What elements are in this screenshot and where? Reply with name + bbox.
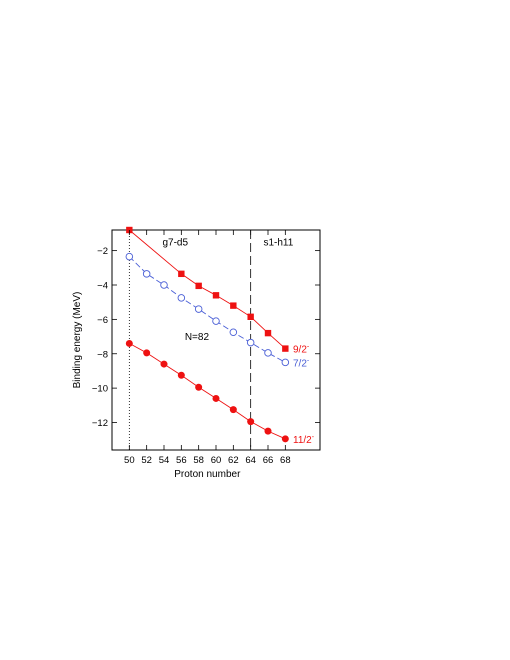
data-point-filled-circle	[281, 435, 289, 443]
data-point-square	[178, 270, 185, 278]
x-tick-label: 62	[228, 455, 239, 466]
y-tick-label: −2	[97, 246, 108, 257]
series-line-filled-circle	[129, 343, 286, 440]
x-axis-title: Proton number	[174, 469, 241, 480]
series-label: 7/2-	[293, 357, 310, 369]
series-label: 11/2-	[293, 434, 315, 446]
data-point-open-circle	[246, 338, 255, 347]
data-point-open-circle	[160, 281, 168, 289]
data-point-square	[230, 302, 237, 309]
data-point-open-circle	[125, 252, 134, 261]
data-point-open-circle	[281, 358, 290, 367]
chart-annotation: s1-h11	[263, 238, 293, 249]
data-point-square	[212, 292, 220, 299]
data-point-filled-circle	[195, 383, 203, 391]
data-point-filled-circle	[212, 394, 220, 402]
chart-annotation: N=82	[185, 332, 210, 343]
data-point-filled-circle	[229, 406, 237, 414]
y-tick-label: −4	[97, 281, 108, 292]
data-point-filled-circle	[125, 339, 133, 347]
data-point-filled-circle	[160, 360, 168, 368]
x-tick-label: 56	[176, 455, 187, 466]
data-point-square	[195, 282, 202, 290]
series-label-superscript: -	[307, 357, 310, 364]
series-label: 9/2-	[293, 344, 310, 356]
data-point-open-circle	[212, 317, 220, 325]
data-point-open-circle	[177, 294, 186, 302]
x-tick-label: 54	[159, 455, 170, 466]
plot-frame	[111, 229, 321, 451]
y-axis-title: Binding energy (MeV)	[72, 292, 83, 389]
x-tick-label: 68	[280, 455, 291, 466]
chart-annotation: g7-d5	[162, 238, 188, 249]
series-line-open-circle	[128, 256, 286, 363]
x-tick-label: 58	[193, 455, 204, 466]
x-tick-label: 64	[245, 455, 256, 466]
series-label-superscript: -	[312, 434, 315, 441]
x-tick-label: 52	[141, 455, 152, 466]
data-point-open-circle	[229, 328, 238, 337]
x-tick-label: 66	[263, 455, 274, 466]
data-point-filled-circle	[177, 371, 185, 379]
data-point-open-circle	[142, 270, 151, 278]
x-tick-label: 50	[124, 455, 135, 466]
x-tick-label: 60	[211, 455, 222, 466]
data-point-open-circle	[264, 349, 272, 357]
data-point-square	[247, 313, 254, 320]
y-tick-label: −10	[92, 384, 108, 395]
data-point-filled-circle	[143, 349, 151, 357]
data-point-filled-circle	[264, 427, 272, 435]
series-label-superscript: -	[307, 344, 310, 351]
data-point-open-circle	[194, 305, 203, 313]
data-point-filled-circle	[247, 418, 255, 426]
series-line-square	[129, 229, 286, 349]
data-point-square	[282, 345, 289, 352]
y-tick-label: −6	[97, 315, 108, 326]
y-tick-label: −12	[92, 418, 108, 429]
data-point-square	[264, 329, 272, 337]
y-tick-label: −8	[97, 349, 108, 360]
